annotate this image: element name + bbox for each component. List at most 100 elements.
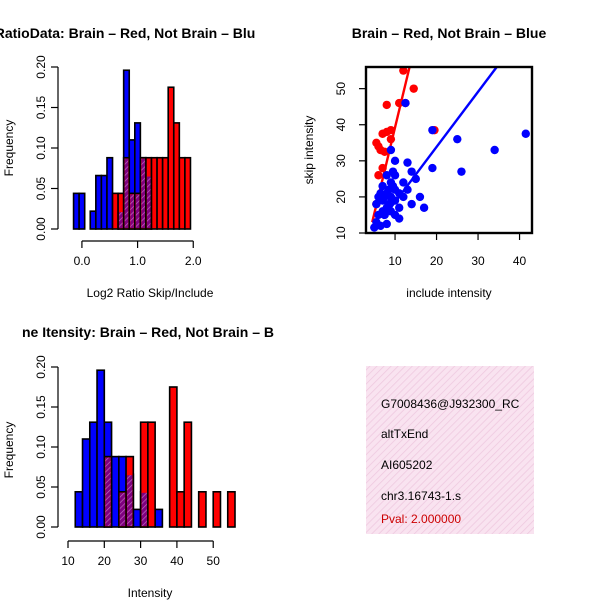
y-tick-label: 40	[334, 118, 348, 132]
y-tick-label: 0.10	[34, 136, 48, 160]
y-axis-label: Frequency	[2, 422, 16, 479]
info-probe-id: G7008436@J932300_RC	[381, 397, 520, 411]
ratio-histogram: RatioData: Brain – Red, Not Brain – Blu L…	[0, 25, 255, 300]
info-pval: Pval: 2.000000	[381, 512, 461, 526]
histogram-bar-brain	[226, 490, 236, 528]
histogram-bar-overlap	[127, 475, 133, 526]
histogram-bar-brain	[212, 490, 222, 528]
histogram-bar-brain	[197, 490, 207, 528]
y-tick-label: 0.00	[34, 515, 48, 539]
y-tick-label: 0.05	[34, 475, 48, 499]
histogram-bar-overlap	[124, 158, 129, 228]
intensity-histogram: ne Itensity: Brain – Red, Not Brain – B I…	[2, 324, 274, 600]
scatter-point-not-brain	[403, 158, 412, 167]
histogram-bar-brain	[176, 490, 185, 528]
regression-line-not-brain	[381, 66, 498, 220]
y-tick-label: 20	[334, 190, 348, 204]
scatter-point-brain	[374, 171, 383, 180]
scatter-point-not-brain	[407, 199, 416, 209]
histogram-bar-overlap	[141, 492, 147, 526]
scatter-point-brain	[382, 100, 391, 110]
histogram-bar-overlap	[119, 212, 123, 228]
y-tick-label: 0.15	[34, 395, 48, 419]
chart-title: RatioData: Brain – Red, Not Brain – Blu	[0, 25, 255, 41]
histogram-bar-brain	[161, 156, 169, 230]
scatter-point-not-brain	[399, 178, 408, 187]
histogram-bar-overlap	[105, 457, 111, 526]
scatter-point-not-brain	[386, 145, 396, 155]
info-panel-background	[366, 366, 534, 534]
x-tick-label: 10	[61, 554, 75, 568]
y-axis-label: skip intensity	[302, 116, 316, 185]
info-panel: G7008436@J932300_RC altTxEnd AI605202 ch…	[366, 366, 534, 534]
y-tick-label: 0.20	[34, 55, 48, 79]
histogram-bar-not-brain	[106, 156, 114, 230]
scatter-point-not-brain	[374, 192, 383, 202]
info-event-type: altTxEnd	[381, 427, 428, 441]
scatter-point-not-brain	[388, 167, 398, 176]
x-tick-label: 2.0	[185, 254, 202, 268]
scatter-point-not-brain	[372, 199, 381, 209]
y-axis-label: Frequency	[2, 120, 16, 177]
histogram-bar-brain	[156, 156, 164, 230]
histogram-bar-brain	[167, 86, 175, 230]
y-tick-label: 0.00	[34, 217, 48, 241]
scatter-point-not-brain	[395, 214, 404, 223]
histogram-bar-brain	[172, 122, 181, 230]
histogram-bar-overlap	[119, 492, 126, 526]
x-tick-label: 30	[134, 554, 148, 568]
y-tick-label: 0.15	[34, 95, 48, 119]
y-tick-label: 0.05	[34, 176, 48, 200]
y-tick-label: 0.20	[34, 355, 48, 379]
scatter-point-brain	[374, 142, 383, 151]
x-axis-label: include intensity	[406, 286, 491, 300]
histogram-bar-not-brain	[132, 508, 142, 528]
y-tick-label: 30	[334, 154, 348, 168]
histogram-bar-overlap	[130, 194, 134, 228]
histogram-bar-brain	[111, 192, 119, 230]
x-tick-label: 30	[471, 254, 485, 268]
histogram-bar-brain	[183, 421, 193, 528]
x-tick-label: 20	[98, 554, 112, 568]
histogram-bar-not-brain	[81, 438, 91, 528]
info-location: chr3.16743-1.s	[381, 489, 461, 503]
scatter-point-not-brain	[428, 163, 437, 173]
scatter-point-not-brain	[407, 167, 416, 176]
scatter-point-not-brain	[378, 181, 387, 191]
scatter-point-not-brain	[382, 219, 391, 229]
x-tick-label: 50	[207, 554, 221, 568]
x-tick-label: 10	[388, 254, 402, 268]
scatter-point-not-brain	[453, 134, 462, 144]
histogram-bar-overlap	[146, 176, 151, 228]
histogram-bar-not-brain	[96, 369, 106, 528]
histogram-bar-overlap	[135, 194, 140, 228]
scatter-point-not-brain	[401, 98, 410, 108]
histogram-bar-brain	[150, 156, 158, 230]
chart-title: Brain – Red, Not Brain – Blue	[352, 25, 547, 41]
y-tick-label: 0.10	[34, 435, 48, 459]
scatter-point-not-brain	[490, 145, 499, 155]
chart-title: ne Itensity: Brain – Red, Not Brain – B	[22, 324, 274, 340]
scatter-point-not-brain	[374, 210, 383, 220]
intensity-scatter: Brain – Red, Not Brain – Blue include int…	[302, 25, 546, 300]
scatter-point-brain	[378, 129, 387, 138]
scatter-point-brain	[399, 66, 408, 75]
x-axis-label: Log2 Ratio Skip/Include	[87, 286, 214, 300]
scatter-point-brain	[409, 84, 418, 93]
scatter-point-not-brain	[521, 129, 530, 138]
x-tick-label: 1.0	[129, 254, 146, 268]
histogram-bar-not-brain	[74, 490, 84, 528]
histogram-bar-not-brain	[100, 174, 108, 230]
histogram-bar-not-brain	[154, 508, 164, 528]
histogram-bar-brain	[168, 386, 178, 528]
info-accession: AI605202	[381, 458, 433, 472]
y-tick-label: 10	[334, 226, 348, 240]
scatter-point-not-brain	[388, 181, 398, 191]
scatter-point-not-brain	[382, 171, 391, 180]
scatter-point-not-brain	[415, 192, 425, 202]
histogram-bar-not-brain	[110, 455, 120, 528]
scatter-point-not-brain	[395, 203, 404, 212]
scatter-point-not-brain	[370, 223, 379, 232]
histogram-bar-brain	[178, 156, 186, 230]
